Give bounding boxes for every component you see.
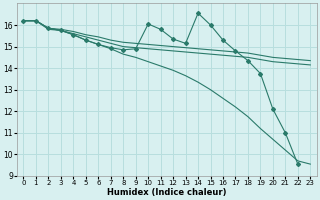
X-axis label: Humidex (Indice chaleur): Humidex (Indice chaleur) xyxy=(107,188,227,197)
